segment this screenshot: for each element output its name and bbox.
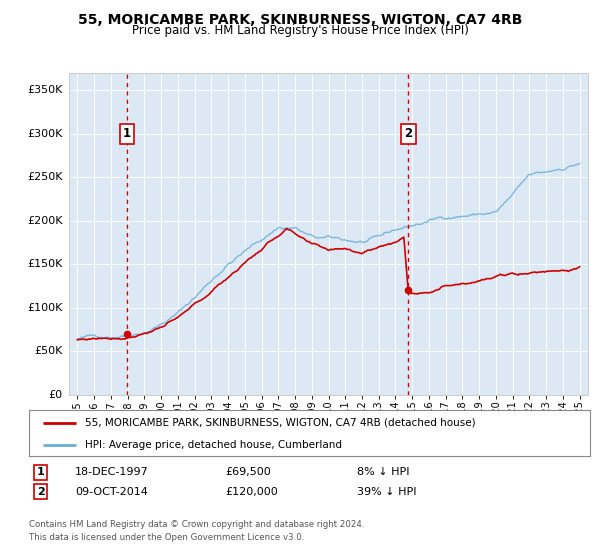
Text: £200K: £200K xyxy=(27,216,63,226)
Text: £300K: £300K xyxy=(28,129,63,139)
Text: £350K: £350K xyxy=(28,85,63,95)
Text: 8% ↓ HPI: 8% ↓ HPI xyxy=(357,467,409,477)
Text: This data is licensed under the Open Government Licence v3.0.: This data is licensed under the Open Gov… xyxy=(29,533,304,542)
Text: £150K: £150K xyxy=(28,259,63,269)
Text: 39% ↓ HPI: 39% ↓ HPI xyxy=(357,487,416,497)
Text: 18-DEC-1997: 18-DEC-1997 xyxy=(75,467,149,477)
Text: 2: 2 xyxy=(404,127,412,140)
Text: £250K: £250K xyxy=(27,172,63,182)
Text: 55, MORICAMBE PARK, SKINBURNESS, WIGTON, CA7 4RB (detached house): 55, MORICAMBE PARK, SKINBURNESS, WIGTON,… xyxy=(85,418,476,428)
Text: £69,500: £69,500 xyxy=(225,467,271,477)
Text: 1: 1 xyxy=(37,467,44,477)
Text: £120,000: £120,000 xyxy=(225,487,278,497)
Text: Price paid vs. HM Land Registry's House Price Index (HPI): Price paid vs. HM Land Registry's House … xyxy=(131,24,469,37)
Text: 2: 2 xyxy=(37,487,44,497)
Text: Contains HM Land Registry data © Crown copyright and database right 2024.: Contains HM Land Registry data © Crown c… xyxy=(29,520,364,529)
Text: £0: £0 xyxy=(49,390,63,400)
Text: £50K: £50K xyxy=(34,346,63,356)
Text: 1: 1 xyxy=(123,127,131,140)
Text: £100K: £100K xyxy=(28,303,63,313)
Text: 55, MORICAMBE PARK, SKINBURNESS, WIGTON, CA7 4RB: 55, MORICAMBE PARK, SKINBURNESS, WIGTON,… xyxy=(78,13,522,27)
Text: HPI: Average price, detached house, Cumberland: HPI: Average price, detached house, Cumb… xyxy=(85,440,342,450)
Text: 09-OCT-2014: 09-OCT-2014 xyxy=(75,487,148,497)
